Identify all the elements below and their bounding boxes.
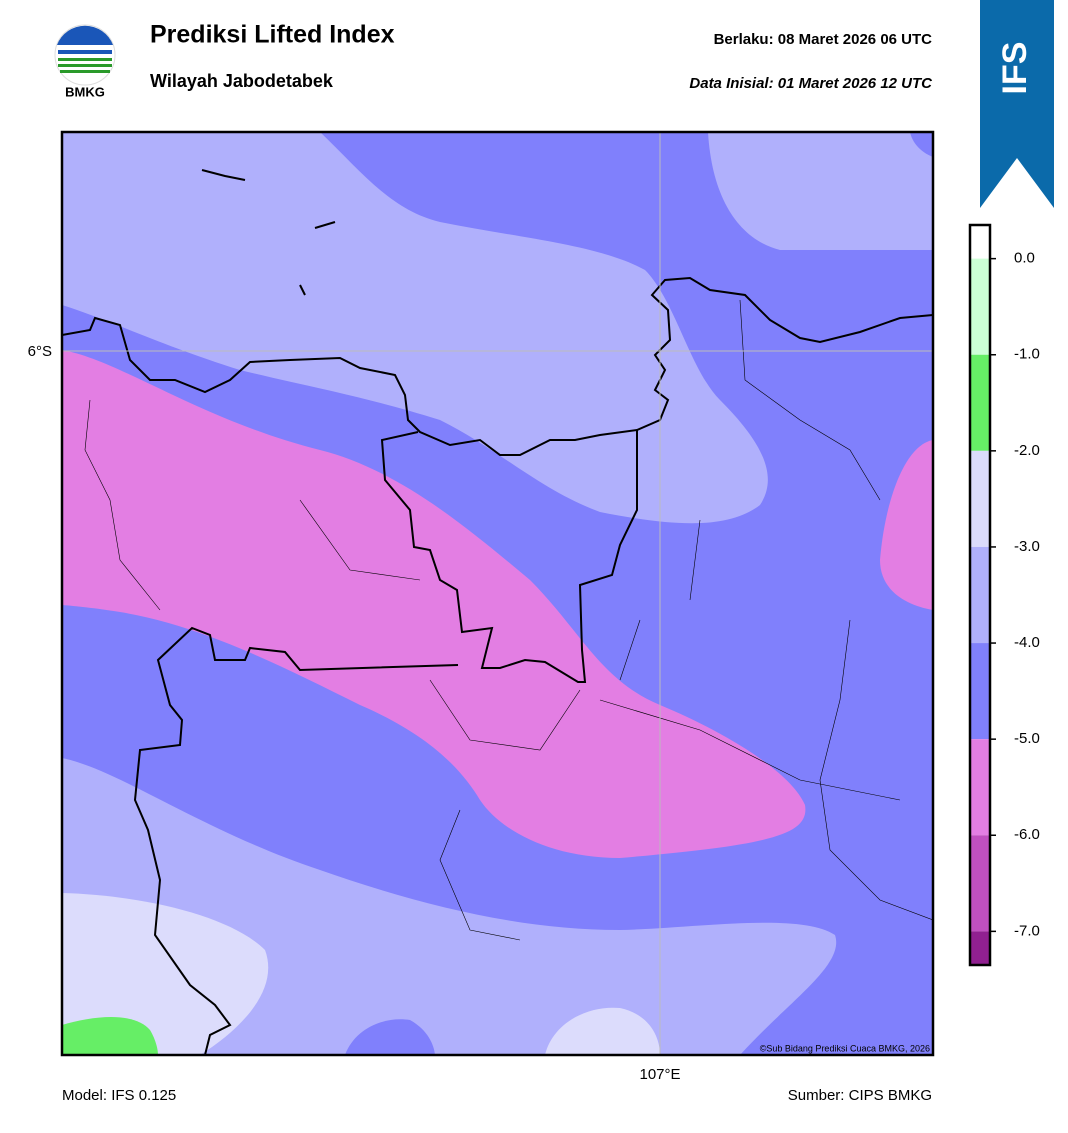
colorbar-segment — [970, 225, 990, 259]
logo-text: BMKG — [65, 84, 105, 99]
footer-source: Sumber: CIPS BMKG — [788, 1087, 932, 1104]
colorbar-tick-label: -5.0 — [1014, 730, 1040, 747]
colorbar-segment — [970, 739, 990, 836]
colorbar-segment — [970, 258, 990, 355]
colorbar-segment — [970, 931, 990, 965]
colorbar-segment — [970, 643, 990, 740]
map-frame — [60, 130, 935, 1057]
title: Prediksi Lifted Index — [150, 21, 395, 49]
footer-model: Model: IFS 0.125 — [62, 1087, 176, 1104]
model-banner — [980, 0, 1054, 208]
colorbar-tick-label: -2.0 — [1014, 442, 1040, 459]
colorbar-segment — [970, 354, 990, 451]
subtitle: Wilayah Jabodetabek — [150, 71, 334, 91]
colorbar-tick-label: -7.0 — [1014, 922, 1040, 939]
model-badge: IFS — [996, 42, 1034, 95]
colorbar-tick-label: 0.0 — [1014, 250, 1035, 267]
colorbar-segment — [970, 835, 990, 932]
colorbar-segment — [970, 546, 990, 644]
map-field — [62, 132, 933, 1055]
colorbar-segment — [970, 450, 990, 547]
lat-label: 6°S — [28, 343, 52, 360]
colorbar-tick-label: -4.0 — [1014, 634, 1040, 651]
init-time: Data Inisial: 01 Maret 2026 12 UTC — [689, 75, 933, 92]
valid-time: Berlaku: 08 Maret 2026 06 UTC — [714, 31, 933, 48]
colorbar-tick-label: -6.0 — [1014, 826, 1040, 843]
lon-label: 107°E — [639, 1066, 680, 1083]
map-credit: ©Sub Bidang Prediksi Cuaca BMKG, 2026 — [760, 1043, 930, 1053]
colorbar-tick-label: -3.0 — [1014, 538, 1040, 555]
colorbar-frame — [968, 223, 992, 967]
colorbar: 0.0 -1.0 -2.0 -3.0 -4.0 -5.0 -6.0 -7.0 — [968, 223, 1040, 967]
colorbar-tick-label: -1.0 — [1014, 346, 1040, 363]
logo: BMKG — [54, 24, 116, 99]
